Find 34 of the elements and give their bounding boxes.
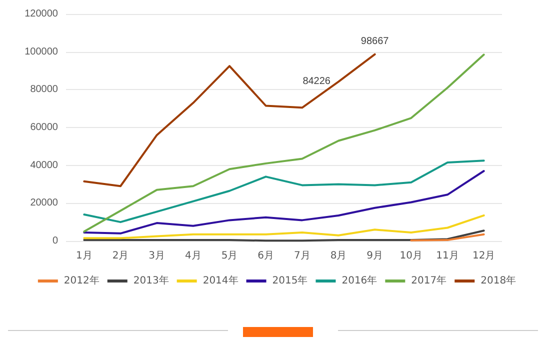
- data-label: 84226: [302, 76, 331, 88]
- y-tick-label: 40000: [30, 160, 58, 171]
- line-series: [83, 54, 485, 233]
- x-tick-label: 6月: [258, 250, 274, 262]
- line-series: [83, 230, 485, 242]
- y-tick-label: 20000: [30, 198, 58, 209]
- x-tick-label: 9月: [366, 250, 384, 262]
- x-tick-label: 2月: [112, 250, 129, 262]
- x-tick-label: 12月: [472, 250, 496, 262]
- y-tick-label: 0: [52, 236, 58, 246]
- legend-label: 2012年: [64, 274, 100, 286]
- legend-label: 2015年: [272, 274, 308, 286]
- x-tick-label: 7月: [294, 250, 310, 262]
- legend-label: 2016年: [342, 274, 378, 286]
- x-tick-label: 10月: [400, 250, 423, 262]
- legend-label: 2013年: [133, 274, 169, 286]
- x-tick-label: 5月: [221, 250, 238, 262]
- x-tick-label: 1月: [76, 250, 92, 262]
- x-tick-label: 3月: [148, 250, 166, 262]
- line-series: [83, 160, 485, 224]
- y-tick-label: 100000: [24, 46, 58, 58]
- legend-label: 2014年: [202, 274, 238, 286]
- y-tick-label: 120000: [24, 8, 58, 20]
- line-series: [83, 170, 485, 234]
- line-series: [83, 53, 376, 188]
- y-tick-label: 80000: [30, 84, 58, 96]
- x-tick-label: 11月: [436, 250, 459, 262]
- line-series: [83, 214, 485, 240]
- x-tick-label: 8月: [330, 250, 347, 262]
- legend-label: 2018年: [480, 274, 516, 286]
- y-tick-label: 60000: [30, 122, 58, 133]
- x-tick-label: 4月: [184, 250, 202, 262]
- legend-label: 2017年: [411, 274, 447, 286]
- data-label: 98667: [360, 36, 390, 47]
